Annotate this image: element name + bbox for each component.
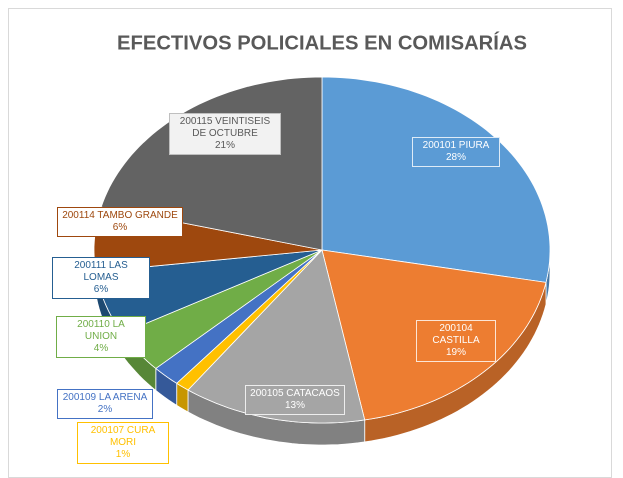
data-label: 200105 CATACAOS 13%: [245, 385, 345, 415]
label-name: 200115 VEINTISEIS DE OCTUBRE: [179, 116, 271, 139]
data-label: 200110 LA UNION 4%: [56, 316, 146, 358]
label-value: 2%: [97, 404, 113, 415]
label-name: 200104 CASTILLA: [432, 323, 480, 346]
slice: [321, 76, 551, 283]
slice: [155, 249, 323, 384]
label-name: 200110 LA UNION: [77, 319, 125, 342]
label-value: 28%: [445, 152, 466, 163]
chart-area: EFECTIVOS POLICIALES EN COMISARÍAS 20010…: [8, 8, 612, 478]
label-name: 200109 LA ARENA: [62, 392, 148, 403]
label-value: 21%: [214, 140, 235, 151]
data-label: 200114 TAMBO GRANDE 6%: [57, 207, 183, 237]
slice: [187, 249, 366, 424]
label-name: 200105 CATACAOS: [250, 388, 340, 399]
label-name: 200114 TAMBO GRANDE: [62, 210, 178, 221]
label-value: 6%: [93, 284, 109, 295]
label-value: 13%: [284, 400, 305, 411]
label-name: 200111 LAS LOMAS: [74, 260, 128, 283]
data-label: 200104 CASTILLA 19%: [416, 320, 496, 362]
label-value: 19%: [445, 347, 466, 358]
data-label: 200109 LA ARENA 2%: [57, 389, 153, 419]
label-name: 200107 CURA MORI: [90, 425, 156, 448]
label-value: 4%: [93, 343, 109, 354]
label-name: 200101 PIURA: [422, 140, 490, 151]
chart-title: EFECTIVOS POLICIALES EN COMISARÍAS: [117, 31, 527, 54]
data-label: 200101 PIURA 28%: [412, 137, 500, 167]
data-label: 200107 CURA MORI 1%: [77, 422, 169, 464]
data-label: 200111 LAS LOMAS 6%: [52, 257, 150, 299]
label-value: 6%: [112, 222, 128, 233]
label-value: 1%: [115, 449, 131, 460]
data-label: 200115 VEINTISEIS DE OCTUBRE 21%: [169, 113, 281, 155]
